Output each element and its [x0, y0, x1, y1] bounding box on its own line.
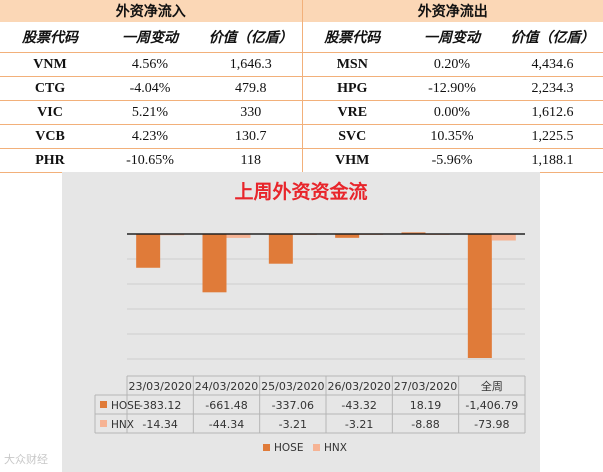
- inflow-change: 5.21%: [100, 100, 200, 125]
- bar-hose: [202, 234, 227, 293]
- legend-key-hose: [263, 444, 270, 451]
- category-label: 25/03/2020: [261, 380, 324, 393]
- data-value: -44.34: [209, 418, 244, 431]
- series-name: HNX: [111, 419, 134, 431]
- bar-hnx: [491, 234, 516, 241]
- inflow-code: PHR: [0, 148, 100, 173]
- watermark: 大众财经: [4, 453, 48, 466]
- data-value: -73.98: [474, 418, 509, 431]
- bar-hose: [467, 234, 492, 358]
- legend-key-hnx: [313, 444, 320, 451]
- table-row: VIC 5.21% 330 VRE 0.00% 1,612.6: [0, 100, 603, 125]
- inflow-value: 479.8: [200, 76, 303, 101]
- foreign-flow-chart: 上周外资资金流 23/03/2020 24/03/2020 25/03/2020 26/…: [62, 172, 540, 472]
- outflow-value: 1,188.1: [502, 148, 603, 173]
- outflow-change: 0.00%: [402, 100, 502, 125]
- outflow-code: VRE: [302, 100, 402, 125]
- outflow-code: HPG: [302, 76, 402, 101]
- series-key: [100, 401, 107, 408]
- outflow-code: MSN: [302, 52, 402, 77]
- inflow-code: CTG: [0, 76, 100, 101]
- inflow-value: 330: [200, 100, 303, 125]
- legend-label: HOSE: [274, 442, 303, 454]
- data-value: -383.12: [139, 399, 181, 412]
- outflow-change: -12.90%: [402, 76, 502, 101]
- outflow-header: 外资净流出: [302, 0, 603, 22]
- category-label: 23/03/2020: [128, 380, 191, 393]
- category-label: 26/03/2020: [327, 380, 390, 393]
- data-value: -3.21: [345, 418, 373, 431]
- outflow-value: 4,434.6: [502, 52, 603, 77]
- inflow-value: 130.7: [200, 124, 303, 149]
- outflow-change: 0.20%: [402, 52, 502, 77]
- stock-flow-table-area: 外资净流入 外资净流出 股票代码 一周变动 价值（亿盾） 股票代码 一周变动 价…: [0, 0, 603, 173]
- outflow-col-value: 价值（亿盾）: [502, 22, 603, 53]
- bar-hose: [401, 232, 426, 234]
- outflow-value: 1,225.5: [502, 124, 603, 149]
- legend-label: HNX: [324, 442, 347, 454]
- category-label: 24/03/2020: [195, 380, 258, 393]
- chart-title: 上周外资资金流: [234, 180, 367, 203]
- inflow-value: 118: [200, 148, 303, 173]
- inflow-code: VCB: [0, 124, 100, 149]
- outflow-code: VHM: [302, 148, 402, 173]
- category-label: 全周: [481, 379, 503, 393]
- outflow-value: 2,234.3: [502, 76, 603, 101]
- bar-hnx: [226, 234, 251, 238]
- inflow-change: 4.56%: [100, 52, 200, 77]
- inflow-code: VNM: [0, 52, 100, 77]
- inflow-col-code: 股票代码: [0, 22, 100, 53]
- inflow-col-value: 价值（亿盾）: [200, 22, 303, 53]
- data-value: -14.34: [142, 418, 177, 431]
- bar-hose: [335, 234, 360, 238]
- data-value: -1,406.79: [465, 399, 518, 412]
- bar-hose: [136, 234, 161, 268]
- data-value: -337.06: [272, 399, 314, 412]
- chart-canvas: 上周外资资金流 23/03/2020 24/03/2020 25/03/2020 26/…: [94, 180, 526, 454]
- inflow-change: 4.23%: [100, 124, 200, 149]
- data-value: 18.19: [410, 399, 442, 412]
- outflow-value: 1,612.6: [502, 100, 603, 125]
- bar-hose: [268, 234, 293, 264]
- data-value: -661.48: [205, 399, 247, 412]
- inflow-code: VIC: [0, 100, 100, 125]
- category-label: 27/03/2020: [394, 380, 457, 393]
- outflow-code: SVC: [302, 124, 402, 149]
- table-row: VNM 4.56% 1,646.3 MSN 0.20% 4,434.6: [0, 52, 603, 77]
- outflow-change: -5.96%: [402, 148, 502, 173]
- table-row: CTG -4.04% 479.8 HPG -12.90% 2,234.3: [0, 76, 603, 101]
- inflow-header: 外资净流入: [0, 0, 303, 22]
- series-name: HOSE: [111, 400, 140, 412]
- foreign-flow-table: 外资净流入 外资净流出 股票代码 一周变动 价值（亿盾） 股票代码 一周变动 价…: [0, 0, 603, 173]
- data-value: -43.32: [341, 399, 376, 412]
- outflow-change: 10.35%: [402, 124, 502, 149]
- outflow-col-change: 一周变动: [402, 22, 502, 53]
- inflow-value: 1,646.3: [200, 52, 303, 77]
- data-value: -8.88: [411, 418, 439, 431]
- table-row: PHR -10.65% 118 VHM -5.96% 1,188.1: [0, 148, 603, 173]
- table-row: VCB 4.23% 130.7 SVC 10.35% 1,225.5: [0, 124, 603, 149]
- data-value: -3.21: [279, 418, 307, 431]
- inflow-change: -4.04%: [100, 76, 200, 101]
- inflow-col-change: 一周变动: [100, 22, 200, 53]
- series-key: [100, 420, 107, 427]
- outflow-col-code: 股票代码: [302, 22, 402, 53]
- inflow-change: -10.65%: [100, 148, 200, 173]
